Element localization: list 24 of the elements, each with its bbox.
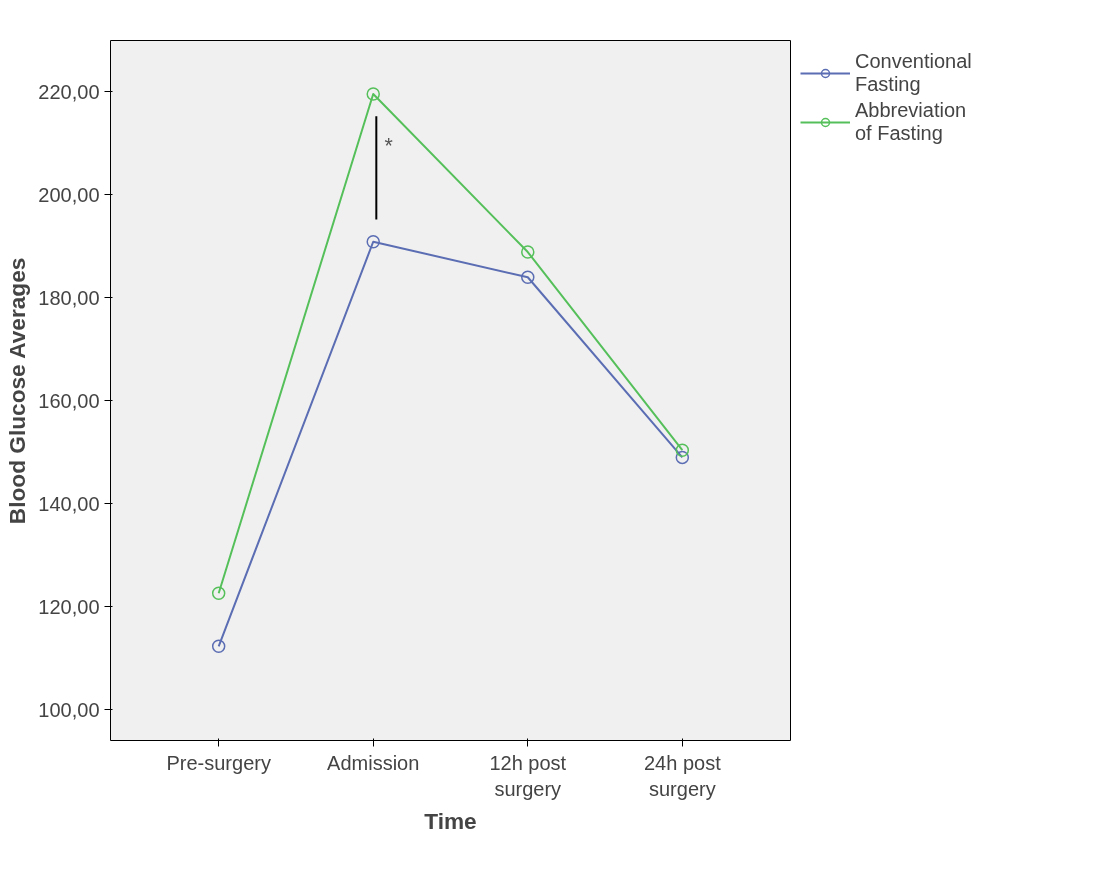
point <box>366 87 380 101</box>
y-tick-label: 220,00 <box>38 80 100 103</box>
y-axis-title: Blood Glucose Averages <box>4 257 31 525</box>
point <box>521 245 535 259</box>
y-tick-label: 100,00 <box>38 698 100 721</box>
point <box>211 639 226 654</box>
point <box>366 235 380 249</box>
y-tick-label: 120,00 <box>38 595 100 618</box>
y-tick-label: 180,00 <box>38 286 100 309</box>
point <box>521 270 535 284</box>
y-tick-label: 200,00 <box>38 183 100 206</box>
x-tick-label: 12h post surgery <box>489 751 567 800</box>
x-axis-title: Time <box>424 807 477 834</box>
x-tick-label: Admission <box>327 751 420 774</box>
point <box>675 450 690 465</box>
annotation: * <box>384 133 393 158</box>
x-tick-label: Pre-surgery <box>166 751 271 774</box>
point <box>211 586 226 601</box>
y-tick-label: 140,00 <box>38 492 100 515</box>
point <box>675 443 690 457</box>
x-tick-label: 24h post surgery <box>643 751 722 800</box>
legend-label: Conventional Fasting <box>855 50 972 96</box>
y-tick-label: 160,00 <box>38 389 100 412</box>
legend-label: Abbreviation of Fasting <box>855 99 967 145</box>
